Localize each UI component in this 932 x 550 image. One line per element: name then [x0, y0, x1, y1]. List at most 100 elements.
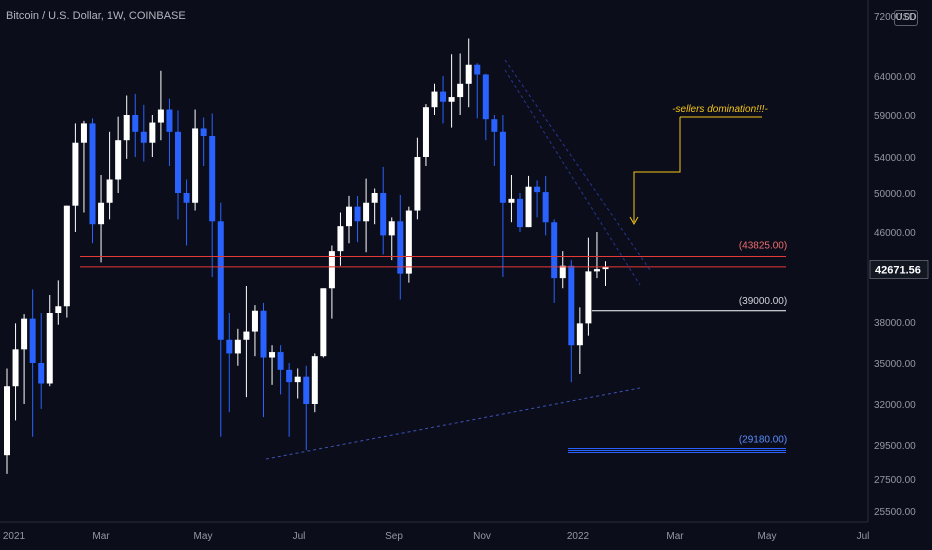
- candle-body: [89, 123, 96, 225]
- candle-body: [80, 123, 87, 143]
- current-price-label: 42671.56: [875, 264, 921, 276]
- candle-body: [243, 331, 250, 340]
- candle-body: [440, 91, 447, 102]
- candle-body: [269, 352, 276, 358]
- time-axis-label: Mar: [666, 531, 684, 542]
- candle-body: [63, 205, 70, 307]
- candle-body: [149, 122, 156, 143]
- price-axis-label: 38000.00: [874, 318, 916, 329]
- candle-body: [175, 131, 181, 193]
- candle-body: [431, 91, 438, 108]
- candle-body: [422, 107, 429, 157]
- candle-body: [209, 136, 216, 222]
- candle-body: [517, 198, 523, 228]
- candle-body: [354, 206, 361, 222]
- candle-body: [251, 310, 258, 332]
- candle-body: [525, 186, 532, 228]
- candle-body: [551, 222, 558, 279]
- candle-body: [234, 339, 241, 354]
- price-axis-label: 27500.00: [874, 475, 916, 486]
- price-axis-label: 46000.00: [874, 228, 916, 239]
- candle-body: [337, 226, 344, 252]
- candle-body: [123, 115, 130, 141]
- time-axis-label: Jul: [857, 531, 870, 542]
- candle-body: [499, 131, 506, 203]
- candle-body: [4, 386, 10, 456]
- candle-body: [277, 352, 284, 370]
- candle-body: [192, 128, 199, 203]
- candle-body: [157, 109, 164, 123]
- candle-body: [363, 202, 370, 222]
- candle-body: [286, 369, 293, 383]
- candle-body: [46, 313, 53, 384]
- currency-badge[interactable]: USD: [894, 10, 918, 26]
- price-axis-label: 32000.00: [874, 400, 916, 411]
- candle-body: [98, 202, 105, 225]
- candle-body: [21, 318, 28, 350]
- time-axis-label: 2021: [3, 531, 26, 542]
- candle-body: [465, 64, 472, 84]
- candle-body: [106, 179, 113, 203]
- candle-body: [397, 221, 404, 274]
- candle-body: [29, 318, 36, 363]
- candle-body: [166, 109, 173, 132]
- falling-trendline-a: [504, 59, 651, 271]
- level-label-39000: (39000.00): [739, 296, 787, 307]
- time-axis-label: Mar: [92, 531, 110, 542]
- candle-body: [132, 115, 139, 132]
- candle-body: [217, 221, 224, 340]
- candle-body: [260, 310, 267, 358]
- current-price-tag: [869, 260, 929, 279]
- candle-body: [294, 376, 301, 383]
- candle-body: [568, 265, 575, 346]
- candle-body: [328, 251, 335, 289]
- price-axis-label: 54000.00: [874, 153, 916, 164]
- candle-body: [593, 269, 600, 272]
- candle-body: [482, 74, 489, 120]
- candle-body: [585, 271, 592, 324]
- price-axis-label: 64000.00: [874, 72, 916, 83]
- time-axis-label: Nov: [473, 531, 491, 542]
- price-axis-label: 72000.00: [874, 12, 916, 23]
- candle-body: [559, 265, 566, 279]
- annotation-arrow-icon: [629, 216, 639, 226]
- price-axis-label: 59000.00: [874, 111, 916, 122]
- candle-body: [457, 83, 464, 98]
- level-label-29180: (29180.00): [739, 434, 787, 445]
- candle-body: [311, 356, 318, 404]
- candle-body: [183, 193, 190, 203]
- price-axis-label: 50000.00: [874, 189, 916, 200]
- candle-body: [405, 210, 412, 274]
- candle-body: [72, 142, 79, 206]
- candle-body: [303, 376, 310, 404]
- candle-body: [226, 339, 233, 354]
- candle-body: [542, 192, 549, 223]
- candle-body: [38, 363, 45, 384]
- candle-body: [474, 64, 481, 75]
- annotation-connector: [633, 117, 681, 222]
- time-axis-label: Sep: [385, 531, 403, 542]
- candle-body: [576, 323, 583, 346]
- candle-body: [414, 157, 421, 211]
- candle-body: [602, 266, 609, 270]
- candle-body: [200, 128, 207, 136]
- candle-body: [491, 119, 498, 132]
- candle-body: [55, 306, 62, 313]
- time-axis-label: May: [194, 531, 213, 542]
- time-axis-label: 2022: [567, 531, 590, 542]
- time-axis-label: Jul: [293, 531, 306, 542]
- level-label-43825: (43825.00): [739, 240, 787, 251]
- candle-body: [12, 349, 19, 387]
- candle-body: [115, 140, 122, 180]
- price-axis-label: 35000.00: [874, 359, 916, 370]
- candle-body: [380, 193, 387, 236]
- candle-body: [508, 198, 515, 203]
- annotation-text: -sellers domination!!!-: [672, 104, 768, 115]
- candle-body: [140, 131, 147, 143]
- price-axis-label: 29500.00: [874, 441, 916, 452]
- falling-trendline-b: [504, 69, 641, 286]
- candle-body: [371, 193, 378, 203]
- candle-body: [320, 288, 327, 357]
- candle-body: [448, 97, 455, 102]
